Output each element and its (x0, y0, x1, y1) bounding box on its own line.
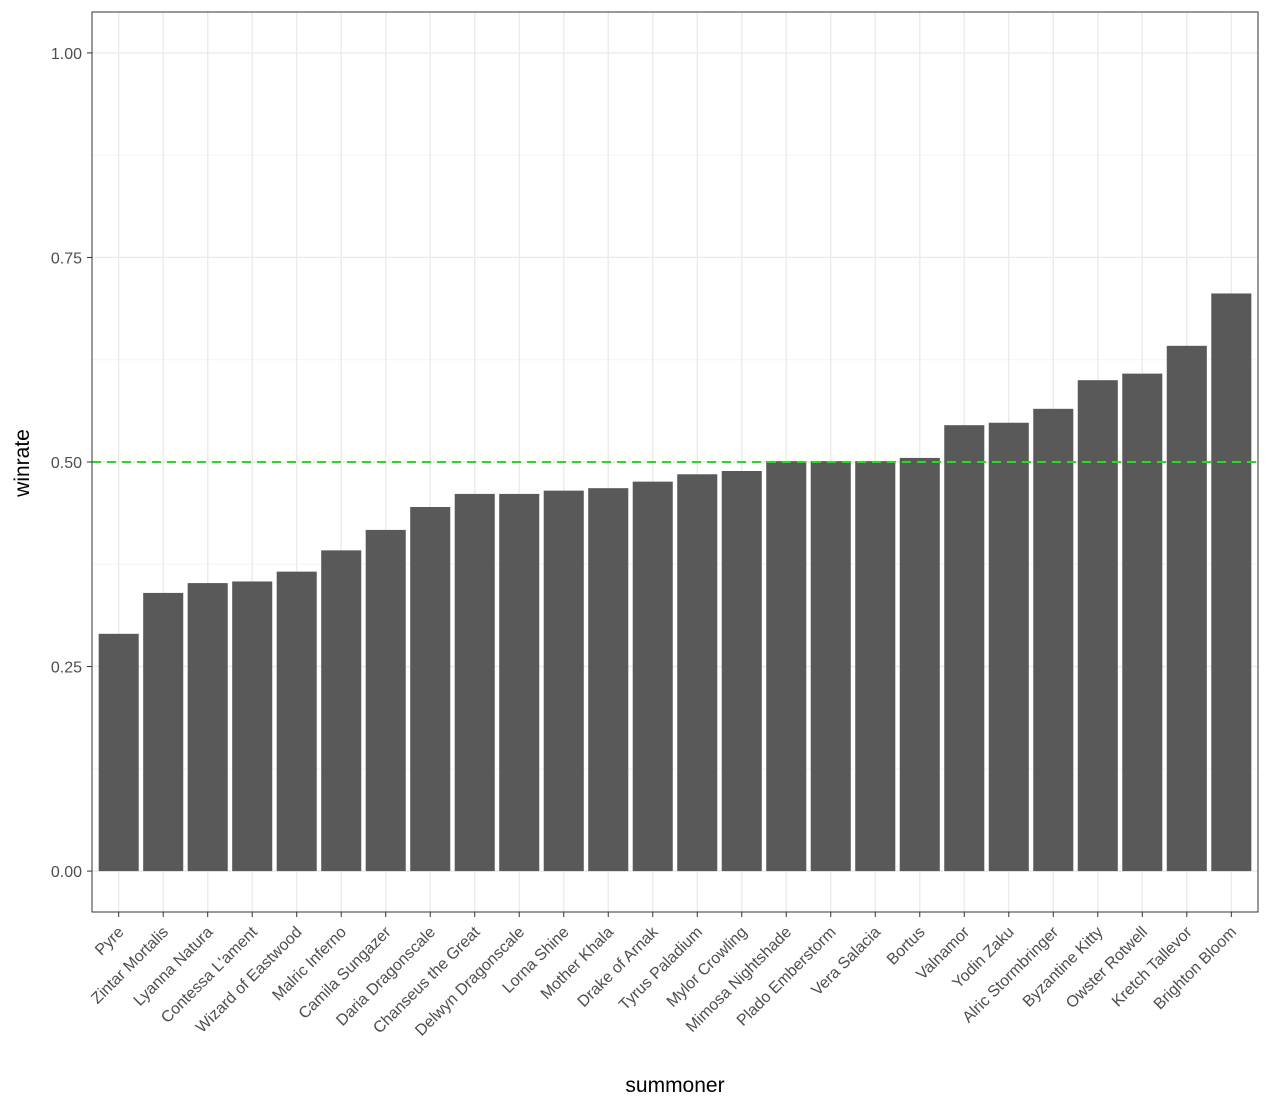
bar (677, 474, 718, 872)
bar (143, 592, 184, 872)
x-tick-label: Brighton Bloom (1151, 924, 1240, 1013)
x-tick-label: Mylor Crowling (664, 924, 751, 1011)
bar (766, 461, 807, 872)
bar (1122, 373, 1163, 872)
x-tick-label: Lyanna Natura (131, 924, 217, 1010)
bar (988, 422, 1029, 872)
bar (276, 571, 317, 872)
bar (944, 425, 985, 872)
x-tick-label: Zintar Mortalis (88, 924, 172, 1008)
bar (899, 457, 940, 872)
bar (543, 490, 584, 872)
y-axis-title: winrate (11, 429, 34, 498)
bar (588, 488, 629, 872)
y-axis: 0.00 0.25 0.50 0.75 1.00 (51, 46, 92, 881)
bar (454, 493, 495, 872)
x-tick-label: Kretch Tallevor (1109, 923, 1196, 1010)
bar (1166, 345, 1207, 872)
bar (1077, 380, 1118, 872)
x-axis-title: summoner (625, 1074, 724, 1097)
bar (632, 481, 673, 872)
x-tick-label: Drake of Arnak (575, 923, 663, 1011)
y-tick-label: 0.25 (51, 660, 82, 677)
bars (98, 293, 1252, 872)
bar (1211, 293, 1252, 872)
bar (321, 550, 362, 872)
y-tick-label: 0.50 (51, 455, 82, 472)
y-tick-label: 0.00 (51, 864, 82, 881)
x-tick-label: Byzantine Kitty (1020, 924, 1107, 1011)
bar (187, 583, 228, 872)
bar (98, 633, 139, 872)
x-tick-label: Pyre (92, 924, 127, 959)
bar (1033, 408, 1074, 872)
bar (499, 493, 540, 872)
x-tick-label: Owster Rotwell (1063, 924, 1151, 1012)
bar (855, 461, 896, 872)
y-tick-label: 1.00 (51, 46, 82, 63)
bar (365, 529, 406, 872)
bar (410, 507, 451, 872)
bar (810, 461, 851, 872)
bar (721, 471, 762, 872)
bar (232, 581, 273, 872)
y-tick-label: 0.75 (51, 250, 82, 267)
